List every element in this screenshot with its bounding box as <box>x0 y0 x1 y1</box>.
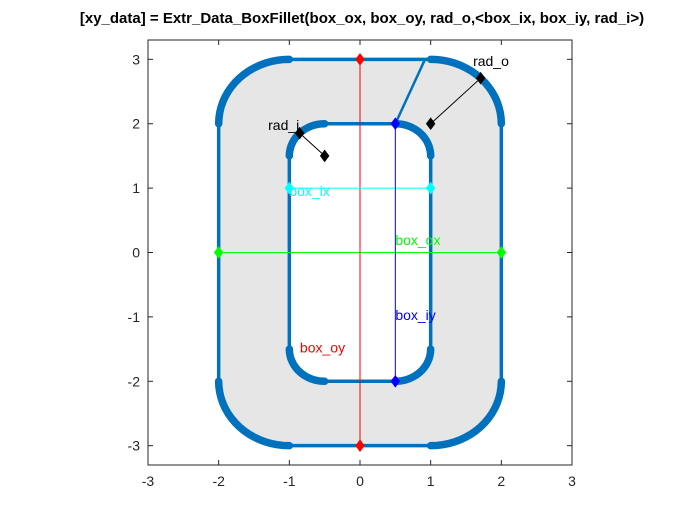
dimension-marker <box>425 181 436 195</box>
dimension-box-iy: box_iy <box>394 123 436 382</box>
connector-line <box>394 58 427 125</box>
outline-corner-arc <box>391 345 435 386</box>
x-tick-label: -2 <box>212 473 225 489</box>
y-tick-label: 2 <box>132 116 140 132</box>
dimension-marker <box>390 117 401 131</box>
outline-corner-arc <box>391 119 435 160</box>
dimension-label: box_iy <box>395 307 435 323</box>
dimension-rad-o: rad_o <box>430 53 509 125</box>
dimension-marker <box>425 117 436 131</box>
outline-corner-arc <box>214 377 294 450</box>
x-tick-label: 0 <box>356 473 364 489</box>
chart-title: [xy_data] = Extr_Data_BoxFillet(box_ox, … <box>80 10 644 27</box>
dimension-label: box_ox <box>395 232 440 248</box>
x-tick-label: 1 <box>427 473 435 489</box>
dimension-box-ix: box_ix <box>289 183 431 199</box>
outline-corner-arc <box>426 377 506 450</box>
dimension-marker <box>284 181 295 195</box>
outline-corner-arc <box>214 55 294 128</box>
y-tick-label: -3 <box>128 438 141 454</box>
dimension-marker <box>355 52 365 66</box>
y-tick-label: 0 <box>132 245 140 261</box>
dimension-marker <box>475 71 486 85</box>
plot-area: box_ox box_oy box_ix box_iy rad_o rad_i <box>147 39 573 466</box>
dimension-marker <box>319 149 330 163</box>
dimension-line <box>430 77 481 125</box>
dimension-box-oy: box_oy <box>300 59 361 446</box>
dimension-rad-i: rad_i <box>268 117 326 157</box>
y-tick-label: -1 <box>128 309 141 325</box>
dimension-marker <box>390 374 401 388</box>
dimension-marker <box>355 439 365 453</box>
x-tick-label: -3 <box>142 473 155 489</box>
outline-corner-arc <box>285 345 329 386</box>
dimension-label: box_ix <box>289 183 329 199</box>
dimension-label: box_oy <box>300 339 345 355</box>
x-tick-label: 3 <box>568 473 576 489</box>
dimension-marker <box>213 246 224 259</box>
dimension-label: rad_i <box>268 117 299 133</box>
dimension-line <box>299 132 326 157</box>
dimension-marker <box>496 246 507 259</box>
y-tick-label: -2 <box>128 373 141 389</box>
x-tick-label: -1 <box>283 473 296 489</box>
y-tick-label: 3 <box>132 51 140 67</box>
dimension-marker <box>294 126 305 140</box>
tick-labels: -3 -2 -1 0 1 2 3 -3 -2 -1 0 1 2 3 <box>128 40 576 489</box>
x-tick-label: 2 <box>497 473 505 489</box>
dimension-label: rad_o <box>473 53 509 69</box>
y-tick-label: 1 <box>132 180 140 196</box>
